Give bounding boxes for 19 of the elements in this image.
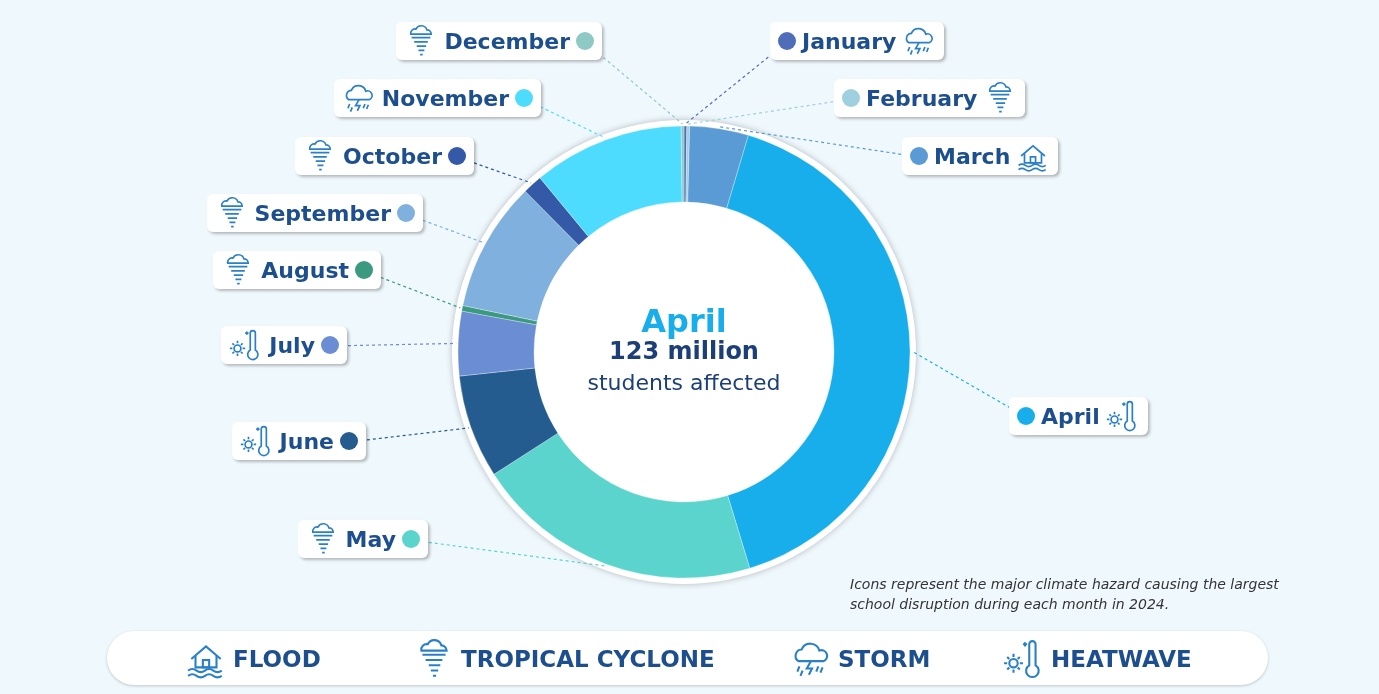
text: April: [640, 302, 727, 340]
legend-label: January: [802, 28, 897, 54]
slice-label: September: [254, 200, 391, 226]
slice-label: November: [381, 85, 509, 111]
slice-label: July: [269, 332, 315, 358]
slice-label: June: [279, 428, 334, 454]
legend-label: February: [866, 85, 978, 111]
text: FLOOD: [233, 646, 321, 672]
text: HEATWAVE: [1051, 646, 1192, 672]
slice-label: December: [444, 28, 570, 54]
text: TROPICAL CYCLONE: [461, 646, 715, 672]
text: Icons represent the major climate hazard causing the largest school disruption during each month in 2024.: [850, 575, 1280, 614]
slice-label: May: [345, 526, 396, 552]
legend-label: April: [1041, 403, 1100, 429]
legend-label: March: [934, 143, 1011, 169]
text: STORM: [838, 646, 931, 672]
slice-label: October: [343, 143, 442, 169]
slice-label: August: [261, 257, 349, 283]
text: students affected: [586, 370, 782, 395]
